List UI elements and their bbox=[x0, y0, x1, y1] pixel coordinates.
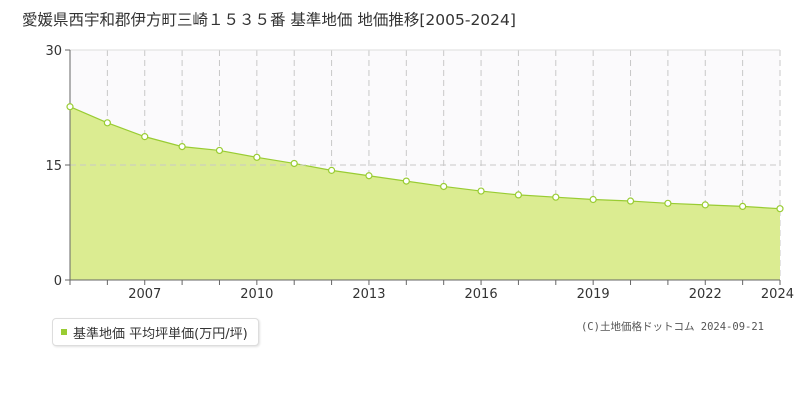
data-point-2019 bbox=[589, 195, 597, 204]
copyright-text: (C)土地価格ドットコム 2024-09-21 bbox=[580, 321, 764, 333]
y-tick-label: 15 bbox=[45, 159, 62, 174]
series-line bbox=[69, 106, 781, 210]
data-point-2006 bbox=[103, 119, 111, 127]
x-tick-label: 2013 bbox=[352, 287, 385, 302]
data-point-2008 bbox=[178, 143, 186, 151]
data-point-2012 bbox=[327, 166, 336, 174]
y-tick-label: 0 bbox=[54, 274, 62, 289]
data-point-2018 bbox=[552, 193, 560, 201]
data-point-2020 bbox=[626, 197, 635, 205]
data-point-2015 bbox=[440, 182, 448, 191]
data-point-2005 bbox=[66, 103, 74, 111]
horizontal-gridlines bbox=[70, 49, 780, 166]
data-point-2024 bbox=[776, 205, 784, 213]
legend-swatch bbox=[61, 329, 67, 335]
data-point-2014 bbox=[402, 177, 410, 185]
data-point-2009 bbox=[215, 146, 224, 155]
x-tick-label: 2019 bbox=[577, 287, 610, 302]
data-point-2010 bbox=[253, 153, 261, 161]
series-area bbox=[69, 106, 781, 280]
legend: 基準地価 平均坪単価(万円/坪) bbox=[52, 318, 259, 346]
data-point-2016 bbox=[477, 187, 485, 195]
data-point-2017 bbox=[514, 191, 523, 199]
series-area-fill bbox=[70, 106, 780, 280]
y-tick-label: 30 bbox=[45, 44, 62, 59]
x-tick-label: 2016 bbox=[465, 287, 498, 302]
x-tick-label: 2022 bbox=[689, 287, 722, 302]
data-point-2022 bbox=[701, 201, 709, 209]
data-point-2021 bbox=[664, 199, 672, 207]
chart-title: 愛媛県西宇和郡伊方町三崎１５３５番 基準地価 地価推移[2005-2024] bbox=[22, 11, 516, 29]
data-point-2007 bbox=[141, 133, 149, 141]
x-tick-label: 2007 bbox=[128, 287, 161, 302]
data-point-2011 bbox=[290, 159, 298, 168]
x-tick-labels: 2007 2010 2013 2016 2019 2022 2024 bbox=[128, 287, 794, 302]
x-tick-label: 2024 bbox=[761, 287, 794, 302]
legend-label: 基準地価 平均坪単価(万円/坪) bbox=[73, 326, 248, 342]
x-tick-label: 2010 bbox=[240, 287, 273, 302]
y-tick-labels: 30 15 0 bbox=[45, 44, 62, 289]
axes bbox=[65, 49, 781, 285]
data-point-2023 bbox=[739, 202, 747, 210]
data-point-2013 bbox=[365, 172, 373, 180]
data-points bbox=[66, 103, 784, 213]
